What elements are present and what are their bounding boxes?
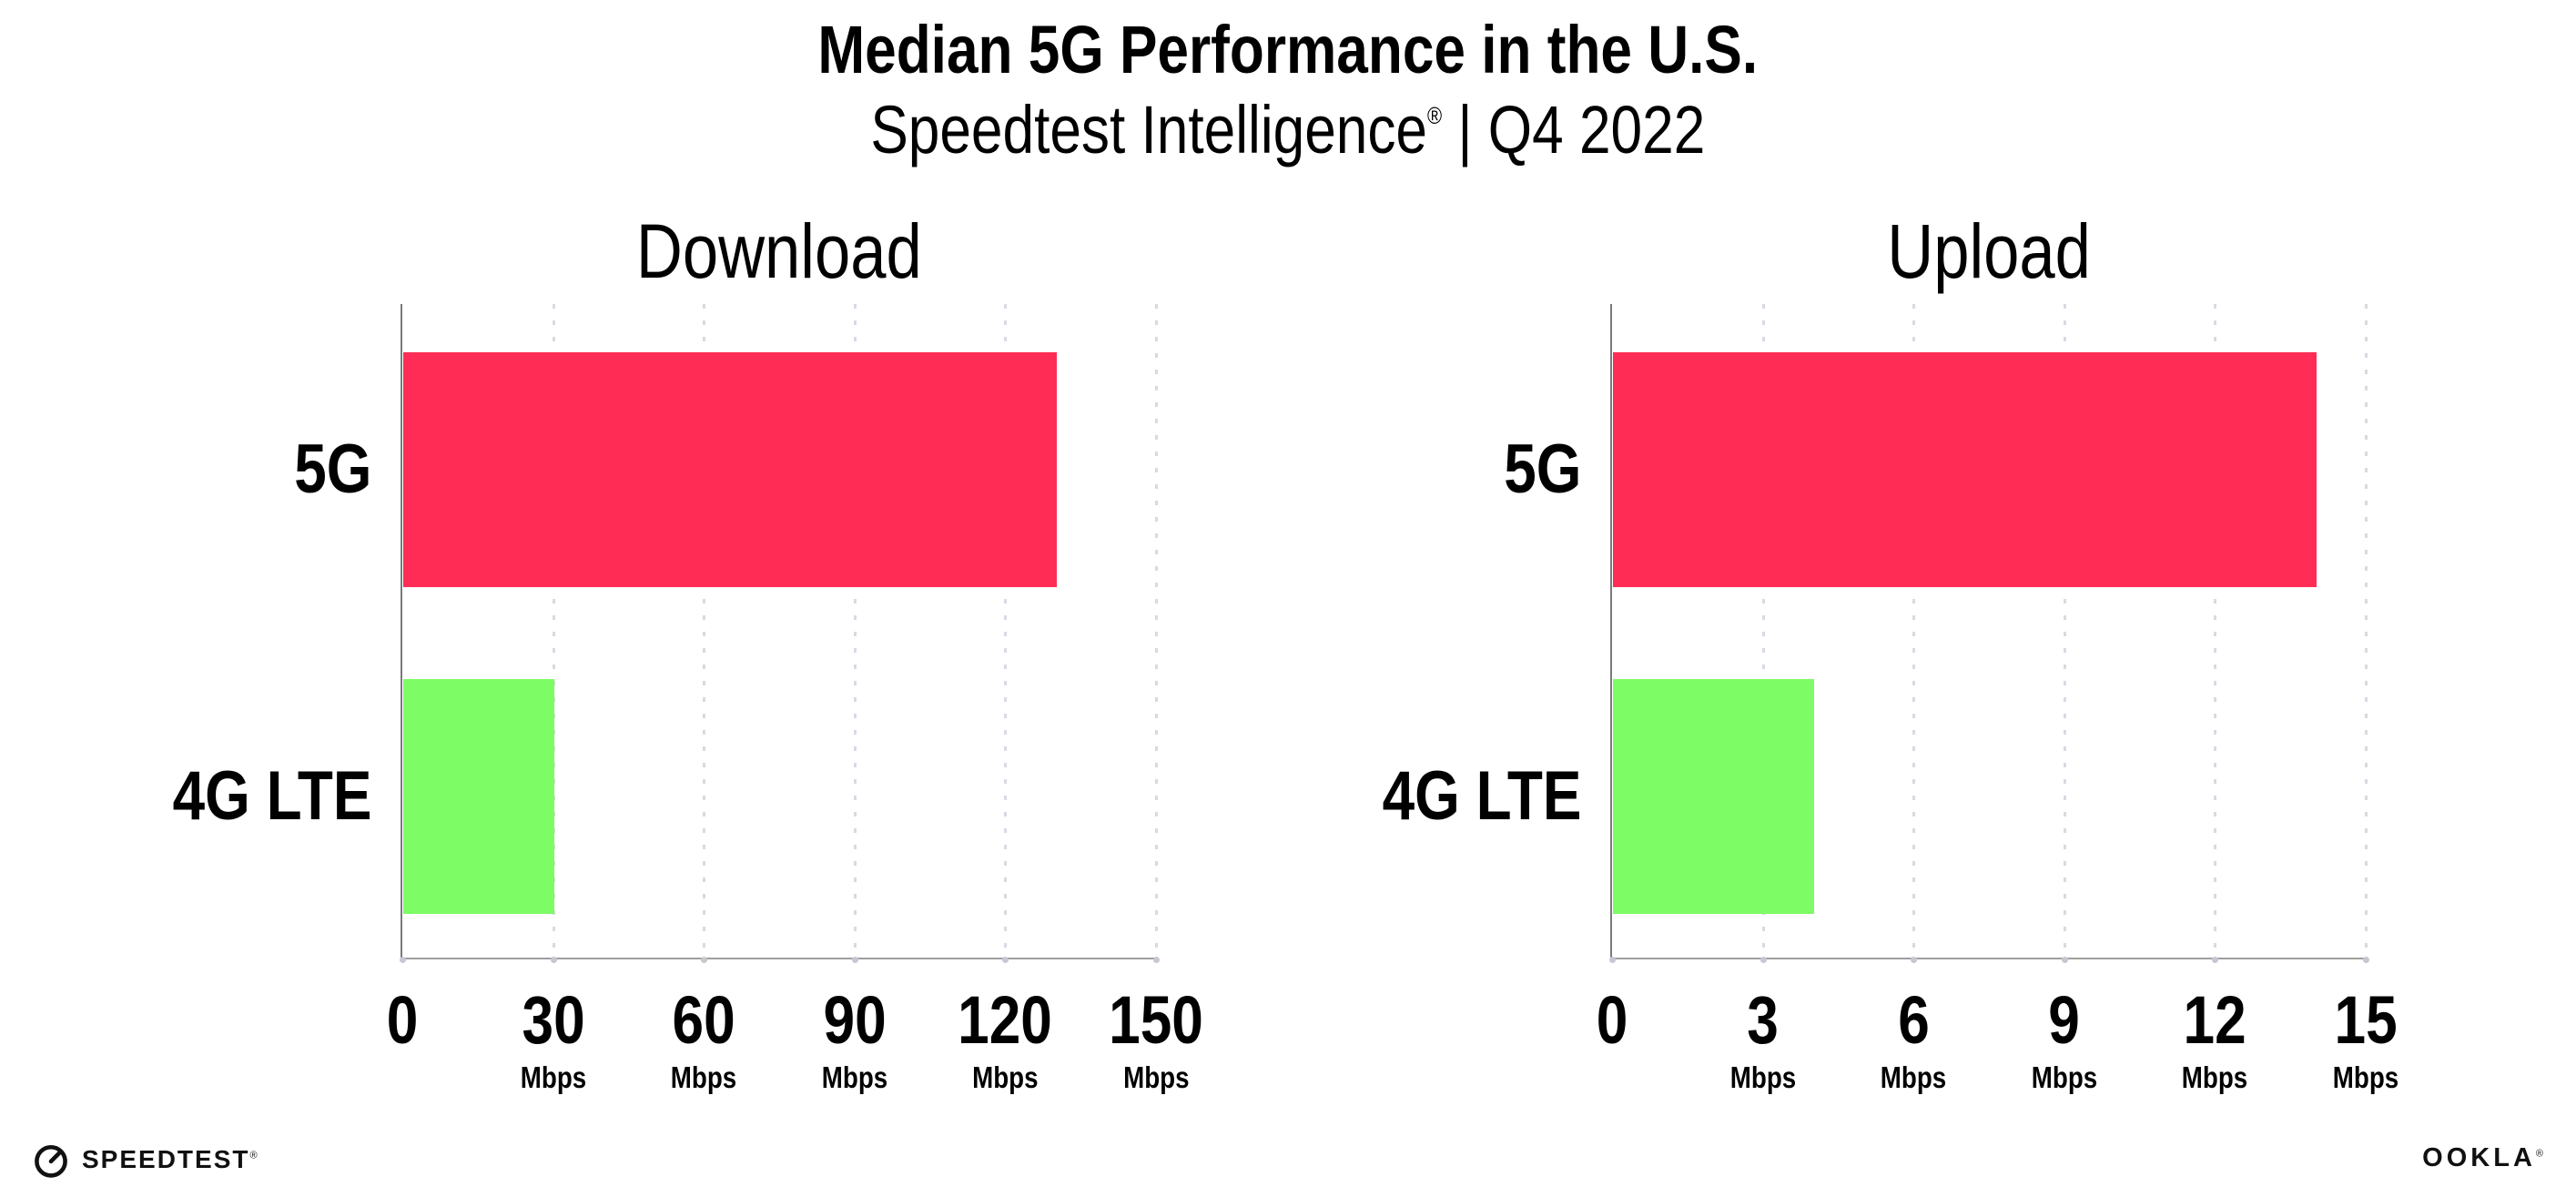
tick-mark-0 [400, 957, 406, 963]
x-tick-60: 60 Mbps [664, 982, 743, 1094]
category-label-text: 5G [1503, 431, 1581, 508]
tick-mark-120 [1002, 957, 1009, 963]
bar-4g-lte-download [403, 678, 554, 914]
tick-mark-90 [851, 957, 858, 963]
category-label-5g: 5G [279, 435, 371, 504]
x-tick-unit: Mbps [2182, 1060, 2248, 1094]
x-tick-unit: Mbps [1880, 1060, 1947, 1094]
gridline-60 [703, 304, 706, 958]
download-plot-area [400, 304, 1160, 963]
x-tick-value: 30 [522, 982, 585, 1058]
x-tick-value: 0 [386, 982, 419, 1058]
x-tick-unit: Mbps [972, 1060, 1039, 1094]
gridline-90 [853, 304, 857, 958]
upload-chart-title: Upload [1612, 213, 2366, 289]
x-tick-9: 9 Mbps [2025, 982, 2104, 1094]
upload-plot-area [1609, 304, 2369, 963]
category-label-4g-lte: 4G LTE [135, 762, 371, 831]
x-tick-value: 120 [958, 982, 1053, 1058]
tick-mark-6 [1911, 957, 1918, 963]
x-tick-unit: Mbps [2031, 1060, 2097, 1094]
download-y-axis [401, 304, 402, 959]
ookla-logo: OOKLA® [2422, 1145, 2547, 1172]
x-tick-150: 150 Mbps [1100, 982, 1212, 1094]
speedtest-logo: SPEEDTEST® [31, 1140, 259, 1180]
tick-mark-0 [1609, 957, 1616, 963]
category-label-text: 4G LTE [172, 757, 371, 835]
category-label-text: 5G [293, 431, 371, 508]
figure-title: Median 5G Performance in the U.S. [0, 15, 2576, 86]
x-tick-15: 15 Mbps [2327, 982, 2405, 1094]
ookla-wordmark: OOKLA [2422, 1143, 2536, 1172]
x-tick-3: 3 Mbps [1724, 982, 1802, 1094]
x-tick-0: 0 [383, 987, 421, 1054]
gridline-3 [1761, 304, 1765, 958]
x-tick-value: 0 [1596, 982, 1628, 1058]
x-tick-6: 6 Mbps [1874, 982, 1952, 1094]
gridline-6 [1912, 304, 1916, 958]
x-tick-unit: Mbps [2332, 1060, 2399, 1094]
figure-title-text: Median 5G Performance in the U.S. [817, 12, 1759, 87]
x-tick-value: 12 [2183, 982, 2246, 1058]
download-chart: Download 0 30 Mbps 60 Mbps 90 Mbps 120 Mbps 150 Mb… [172, 213, 1203, 1092]
x-tick-90: 90 Mbps [816, 982, 894, 1094]
category-label-text: 4G LTE [1382, 757, 1581, 835]
upload-x-axis [1610, 958, 2366, 959]
gridline-12 [2214, 304, 2217, 958]
x-tick-unit: Mbps [1122, 1060, 1190, 1094]
x-tick-120: 120 Mbps [949, 982, 1061, 1094]
upload-y-axis [1610, 304, 1612, 959]
x-tick-value: 3 [1747, 982, 1779, 1058]
x-tick-unit: Mbps [670, 1060, 737, 1094]
tick-mark-3 [1760, 957, 1767, 963]
tick-mark-9 [2061, 957, 2068, 963]
registered-mark: ® [1427, 102, 1443, 130]
download-x-axis [401, 958, 1156, 959]
subtitle-period: | Q4 2022 [1442, 92, 1706, 167]
speedtest-wordmark: SPEEDTEST [82, 1145, 250, 1173]
x-tick-value: 9 [2048, 982, 2081, 1058]
download-chart-title-text: Download [636, 208, 922, 294]
x-tick-30: 30 Mbps [514, 982, 593, 1094]
tick-mark-60 [701, 957, 708, 963]
x-tick-0: 0 [1593, 987, 1630, 1054]
upload-chart: Upload 0 3 Mbps 6 Mbps 9 Mbps 12 Mbps 15 Mbps 5G 4G… [1382, 213, 2399, 1092]
bar-5g-upload [1613, 351, 2317, 587]
tick-mark-12 [2212, 957, 2219, 963]
x-tick-unit: Mbps [1729, 1060, 1796, 1094]
upload-x-axis-labels: 0 3 Mbps 6 Mbps 9 Mbps 12 Mbps 15 Mbps [1597, 982, 2399, 1123]
speedtest-logo-text: SPEEDTEST® [82, 1147, 259, 1172]
x-tick-value: 6 [1897, 982, 1930, 1058]
gridline-150 [1155, 304, 1158, 958]
x-tick-unit: Mbps [520, 1060, 586, 1094]
tick-mark-30 [550, 957, 557, 963]
gridline-120 [1004, 304, 1008, 958]
bar-4g-lte-upload [1613, 678, 1814, 914]
subtitle-brand: Speedtest Intelligence [870, 92, 1428, 167]
gridline-30 [552, 304, 555, 958]
tick-mark-15 [2363, 957, 2369, 963]
x-tick-12: 12 Mbps [2175, 982, 2254, 1094]
category-label-4g-lte: 4G LTE [1344, 762, 1581, 831]
gridline-9 [2063, 304, 2066, 958]
x-tick-unit: Mbps [821, 1060, 887, 1094]
download-chart-title: Download [402, 213, 1156, 289]
figure-subtitle: Speedtest Intelligence® | Q4 2022 [0, 95, 2576, 166]
upload-chart-title-text: Upload [1887, 208, 2091, 294]
x-tick-value: 90 [823, 982, 887, 1058]
download-x-axis-labels: 0 30 Mbps 60 Mbps 90 Mbps 120 Mbps 150 Mbps [387, 982, 1203, 1123]
speedtest-gauge-icon [35, 1144, 67, 1178]
speedtest-registered-mark: ® [249, 1150, 259, 1161]
x-tick-value: 15 [2334, 982, 2398, 1058]
gridline-15 [2365, 304, 2368, 958]
ookla-registered-mark: ® [2535, 1148, 2547, 1160]
category-label-5g: 5G [1489, 435, 1581, 504]
x-tick-value: 150 [1109, 982, 1203, 1058]
bar-5g-download [403, 351, 1057, 587]
x-tick-value: 60 [672, 982, 735, 1058]
figure-subtitle-text: Speedtest Intelligence® | Q4 2022 [871, 95, 1706, 166]
tick-mark-150 [1153, 957, 1160, 963]
